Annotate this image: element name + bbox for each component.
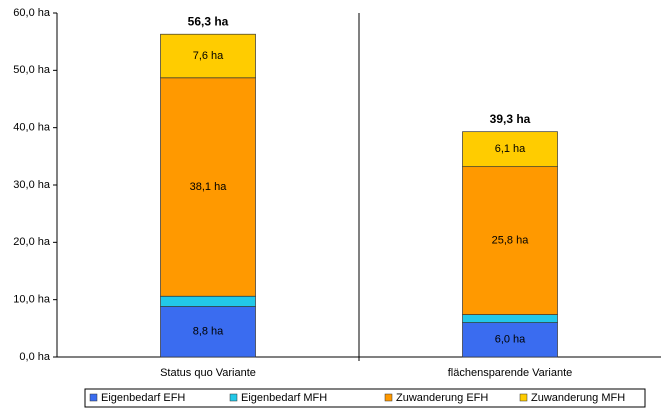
legend-swatch (519, 393, 528, 402)
x-tick-label: Status quo Variante (160, 367, 256, 379)
bar-segment (462, 314, 558, 323)
bar-segment (462, 166, 558, 315)
legend-label: Zuwanderung MFH (531, 392, 625, 404)
bar-segment (160, 306, 256, 358)
data-label: 7,6 ha (193, 50, 224, 62)
legend-swatch (89, 393, 98, 402)
bar-segment (462, 322, 558, 358)
y-tick-label: 0,0 ha (19, 351, 50, 363)
legend-swatch (229, 393, 238, 402)
y-tick-label: 60,0 ha (13, 7, 51, 19)
legend-label: Zuwanderung EFH (396, 392, 488, 404)
data-label: 6,0 ha (495, 334, 526, 346)
legend-box (84, 388, 646, 408)
legend-swatch (384, 393, 393, 402)
data-label: 25,8 ha (492, 235, 530, 247)
y-tick-label: 20,0 ha (13, 236, 51, 248)
x-tick-label: flächensparende Variante (448, 367, 573, 379)
data-label: 38,1 ha (190, 181, 228, 193)
total-label: 56,3 ha (188, 14, 229, 28)
bar-segment (160, 33, 256, 79)
legend-label: Eigenbedarf MFH (241, 392, 327, 404)
data-label: 8,8 ha (193, 326, 224, 338)
y-tick-label: 50,0 ha (13, 64, 51, 76)
bar-segment (160, 295, 256, 307)
data-label: 6,1 ha (495, 143, 526, 155)
legend-label: Eigenbedarf EFH (101, 392, 185, 404)
y-tick-label: 40,0 ha (13, 122, 51, 134)
y-tick-label: 10,0 ha (13, 294, 51, 306)
total-label: 39,3 ha (490, 112, 531, 126)
bar-segment (462, 131, 558, 168)
y-tick-label: 30,0 ha (13, 179, 51, 191)
